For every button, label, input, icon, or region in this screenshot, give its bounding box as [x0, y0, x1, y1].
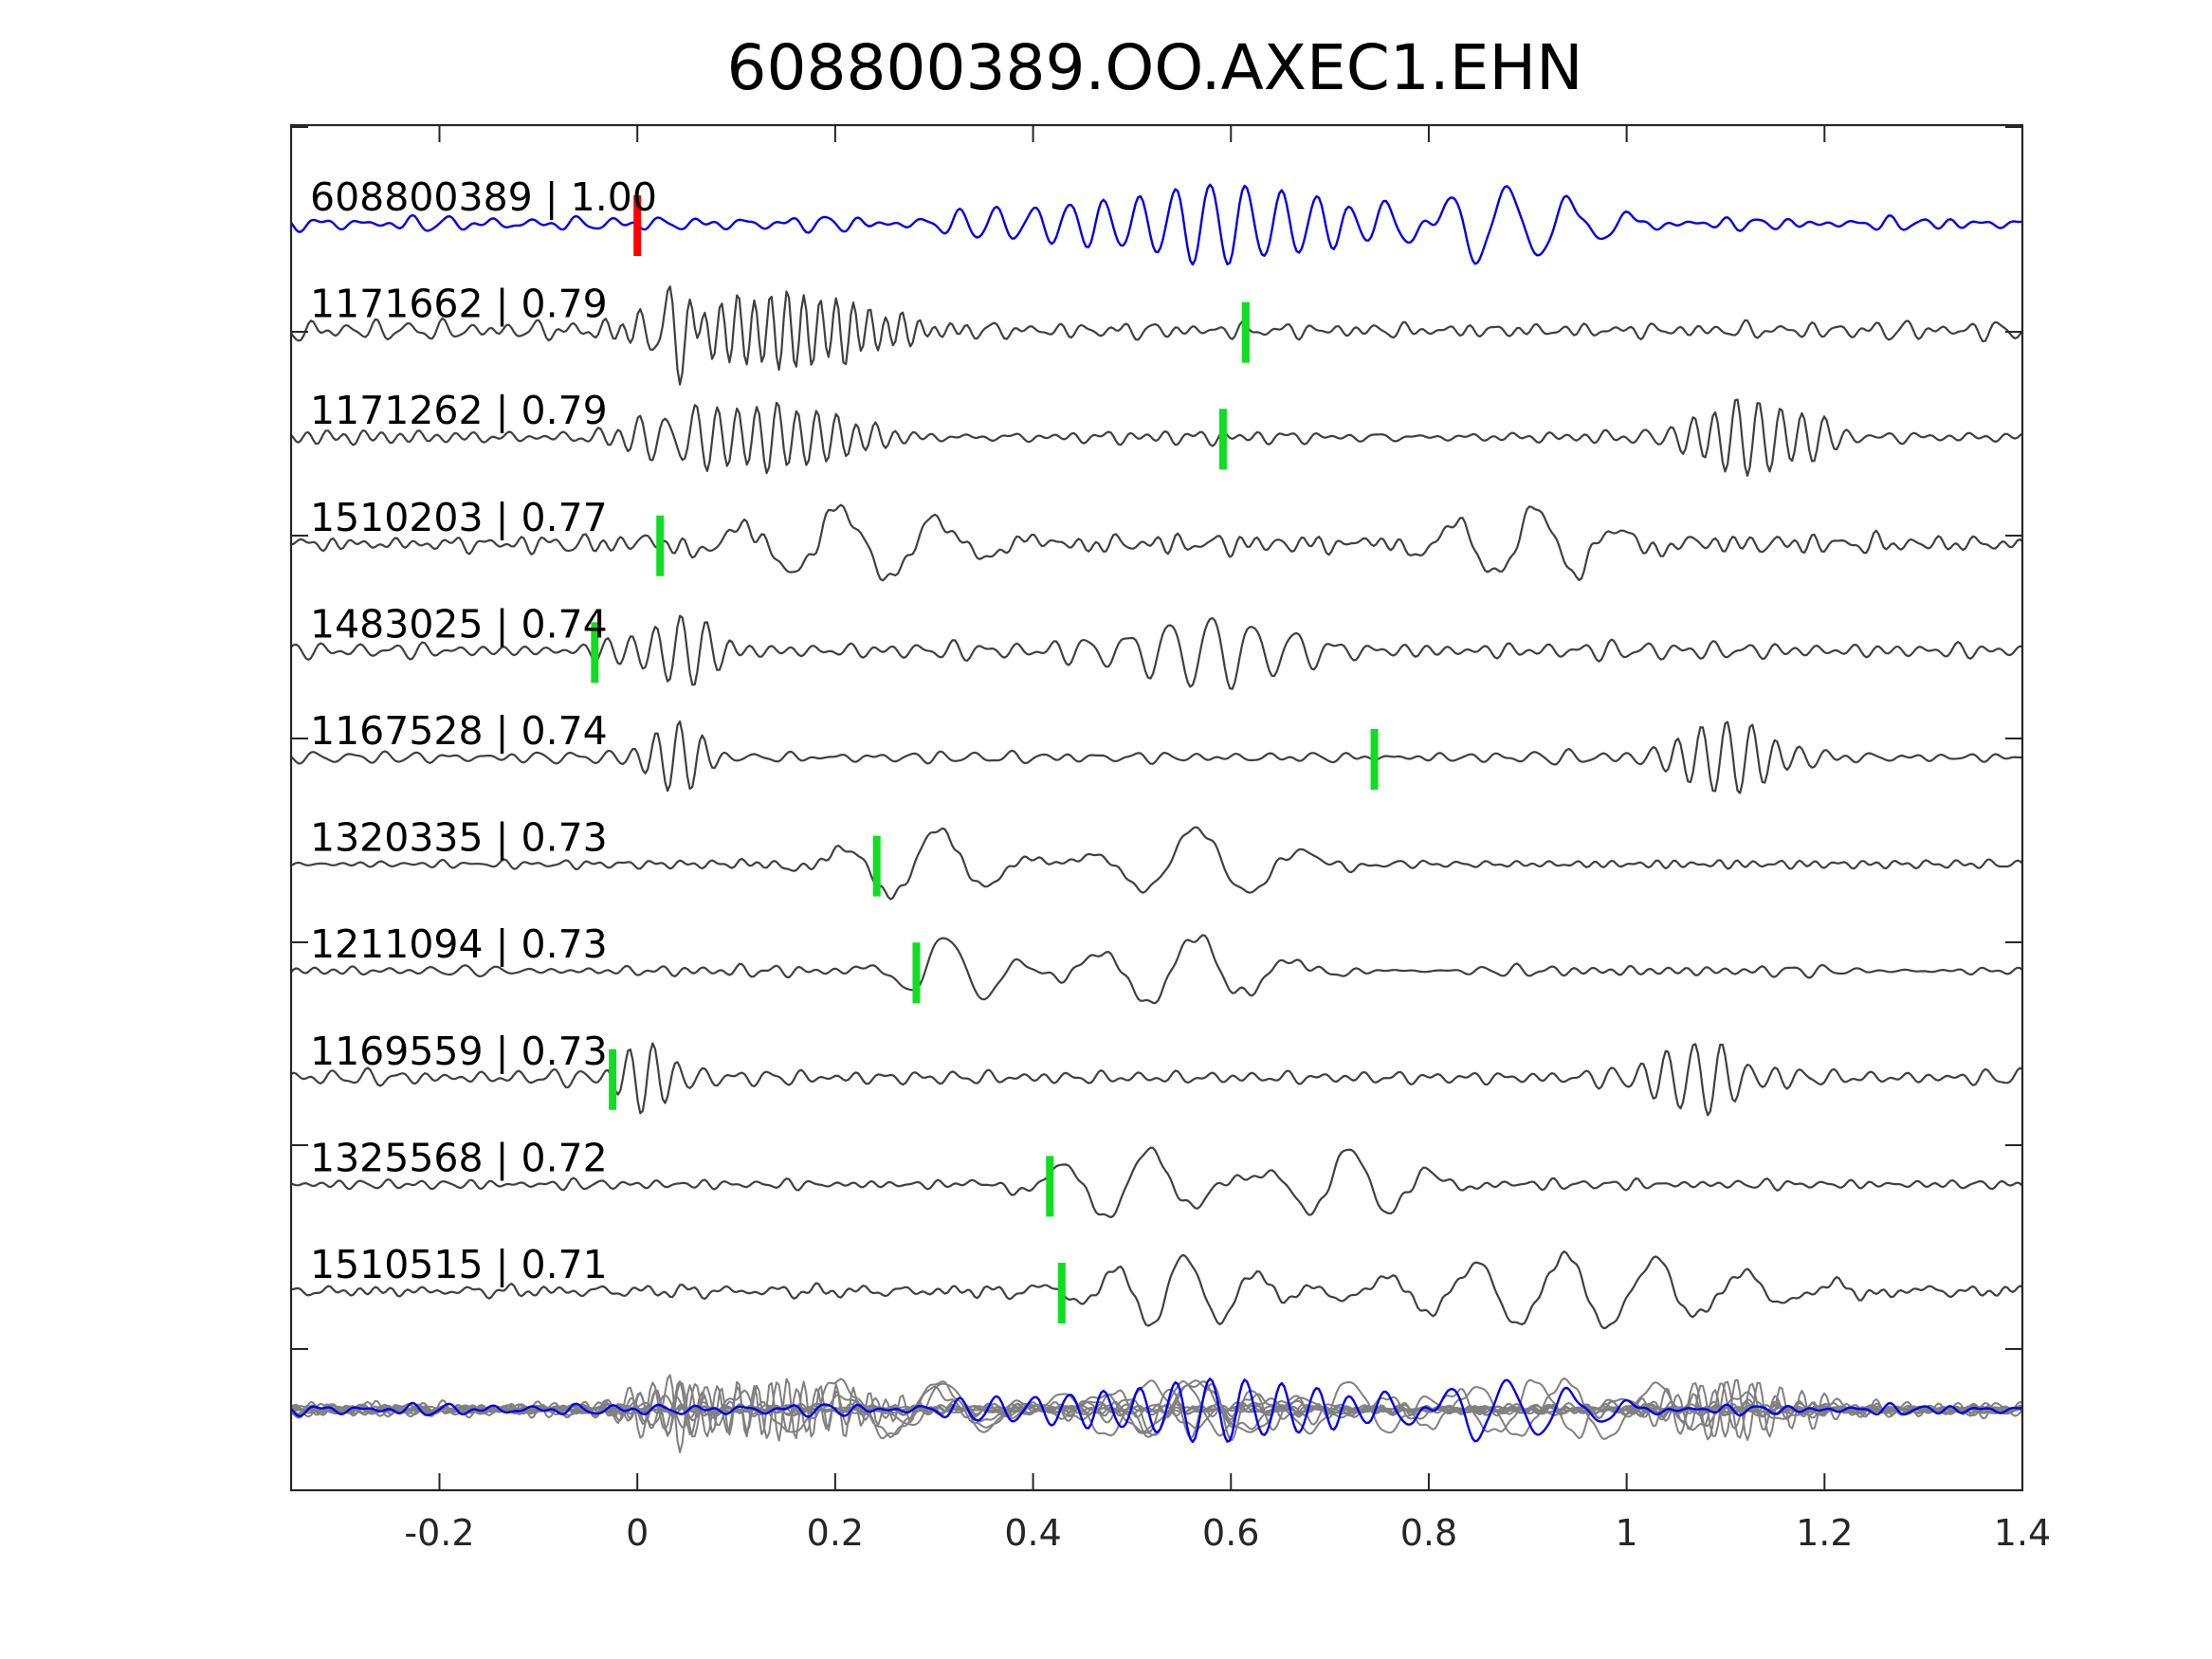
stack-trace-reference [290, 1377, 2023, 1444]
trace-label-2: 1171262 | 0.79 [310, 388, 608, 433]
trace-2 [290, 398, 2023, 477]
trace-9 [290, 1146, 2023, 1219]
stack-trace-9 [290, 1379, 2023, 1437]
trace-1 [290, 285, 2023, 386]
trace-6 [290, 826, 2023, 901]
x-tick-label-5: 0.8 [1400, 1512, 1457, 1554]
trace-7 [290, 934, 2023, 1005]
x-tick-labels: -0.2 0 0.2 0.4 0.6 0.8 1 1.2 1.4 [404, 1512, 2051, 1554]
waveform-traces [290, 183, 2023, 1330]
trace-3 [290, 503, 2023, 582]
x-tick-label-3: 0.4 [1004, 1512, 1061, 1554]
trace-label-10: 1510515 | 0.71 [310, 1242, 608, 1287]
trace-4 [290, 614, 2023, 690]
plot-area-box [289, 123, 2024, 1492]
x-tick-label-6: 1 [1616, 1512, 1638, 1554]
axis-ticks [291, 125, 2023, 1490]
trace-10 [290, 1250, 2023, 1330]
trace-label-5: 1167528 | 0.74 [310, 708, 608, 754]
trace-5 [290, 720, 2022, 794]
x-tick-label-4: 0.6 [1202, 1512, 1259, 1554]
trace-label-8: 1169559 | 0.73 [310, 1029, 608, 1074]
x-tick-label-1: 0 [626, 1512, 649, 1554]
x-tick-label-7: 1.2 [1796, 1512, 1853, 1554]
chart-title: 608800389.OO.AXEC1.EHN [727, 31, 1583, 104]
x-tick-label-2: 0.2 [807, 1512, 864, 1554]
pick-markers [591, 195, 1379, 1323]
trace-label-9: 1325568 | 0.72 [310, 1135, 608, 1180]
trace-label-4: 1483025 | 0.74 [310, 601, 608, 647]
trace-labels: 608800389 | 1.00 1171662 | 0.79 1171262 | … [310, 174, 657, 1287]
stack-trace-10 [291, 1376, 2023, 1440]
trace-label-0: 608800389 | 1.00 [310, 174, 657, 220]
x-tick-label-0: -0.2 [404, 1512, 474, 1554]
trace-0 [290, 183, 2023, 266]
x-tick-label-8: 1.4 [1994, 1512, 2051, 1554]
trace-label-7: 1211094 | 0.73 [310, 921, 608, 967]
trace-label-1: 1171662 | 0.79 [310, 282, 608, 327]
overlay-stack [290, 1374, 2023, 1453]
trace-label-3: 1510203 | 0.77 [310, 495, 608, 540]
trace-8 [290, 1042, 2023, 1117]
trace-label-6: 1320335 | 0.73 [310, 815, 608, 861]
